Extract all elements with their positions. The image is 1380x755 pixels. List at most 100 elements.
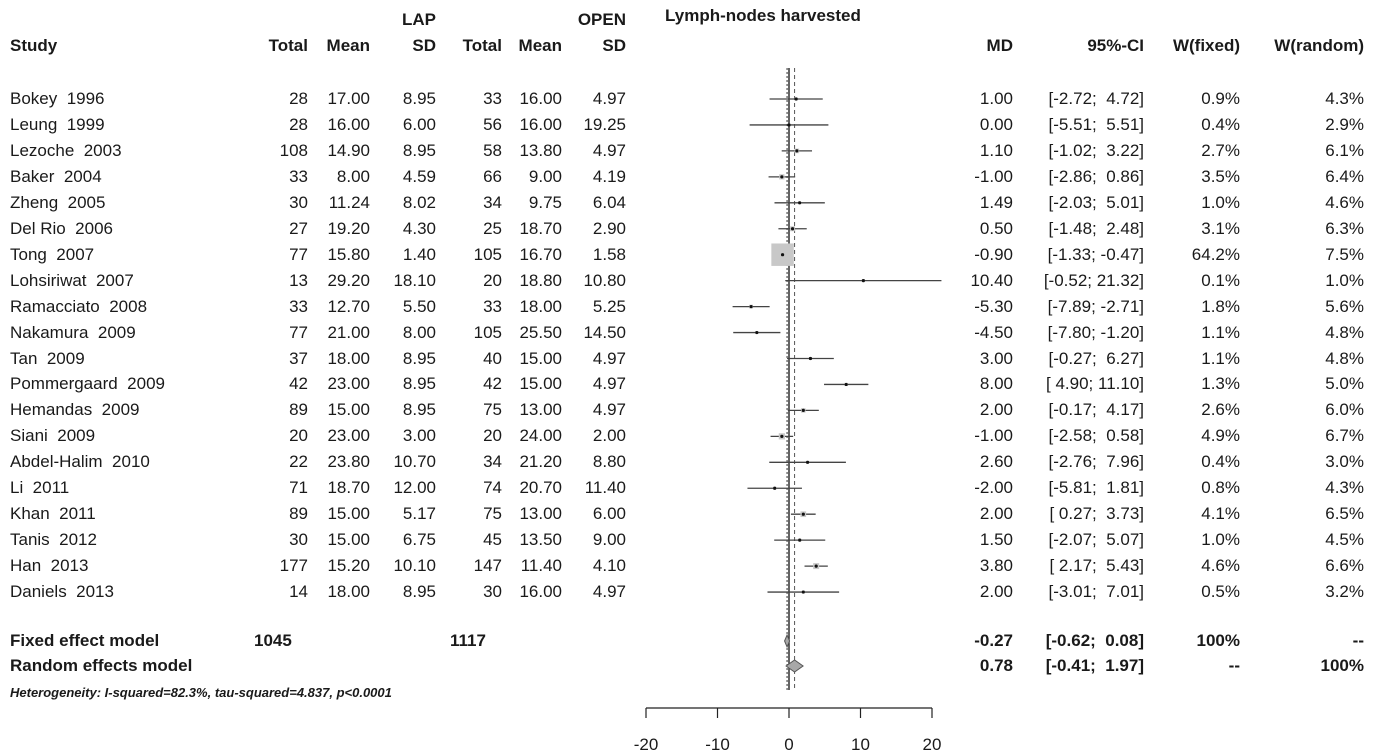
study-study: Ramacciato 2008: [10, 296, 148, 316]
study-open-sd: 10.80: [583, 270, 626, 290]
study-lap-mean: 15.80: [327, 244, 370, 264]
study-open-sd: 2.90: [592, 218, 626, 238]
study-open-total: 45: [483, 530, 502, 550]
summary-lap-total: 1045: [254, 631, 292, 650]
summary-w-fixed: --: [1228, 656, 1240, 675]
study-w-fixed: 0.4%: [1201, 114, 1240, 134]
study-md: 1.49: [979, 192, 1013, 212]
study-study: Lohsiriwat 2007: [10, 270, 134, 290]
study-point-estimate: [798, 201, 802, 205]
study-study: Nakamura 2009: [10, 322, 136, 342]
study-md: -1.00: [974, 426, 1013, 446]
study-lap-mean: 16.00: [327, 114, 370, 134]
study-point-estimate: [844, 382, 848, 387]
study-open-total: 40: [483, 348, 502, 368]
study-point-estimate: [801, 408, 805, 412]
study-w-random: 3.2%: [1325, 582, 1364, 602]
study-open-total: 66: [483, 166, 502, 186]
study-study: Li 2011: [10, 478, 70, 498]
study-lap-sd: 12.00: [393, 478, 436, 498]
study-lap-mean: 11.24: [328, 192, 370, 212]
study-lap-mean: 18.70: [327, 478, 370, 498]
study-md: -5.30: [974, 296, 1013, 316]
study-ci: [-1.33; -0.47]: [1047, 244, 1144, 264]
study-lap-mean: 23.80: [327, 452, 370, 472]
study-w-fixed: 2.6%: [1201, 400, 1240, 420]
study-md: 2.60: [979, 452, 1013, 472]
study-study: Khan 2011: [10, 504, 96, 524]
study-lap-mean: 15.00: [327, 400, 370, 420]
study-lap-mean: 23.00: [327, 426, 370, 446]
study-open-total: 34: [483, 192, 502, 212]
study-lap-sd: 4.30: [402, 218, 436, 238]
study-lap-sd: 3.00: [402, 426, 436, 446]
study-lap-total: 22: [289, 452, 308, 472]
study-w-random: 4.8%: [1325, 322, 1364, 342]
study-open-sd: 11.40: [584, 478, 626, 498]
study-md: 3.80: [979, 556, 1013, 576]
study-md: 0.50: [979, 218, 1013, 238]
study-lap-total: 33: [289, 166, 308, 186]
study-w-fixed: 2.7%: [1201, 140, 1240, 160]
study-open-sd: 4.97: [592, 374, 626, 394]
study-md: 1.10: [979, 140, 1013, 160]
study-md: 2.00: [979, 504, 1013, 524]
study-lap-mean: 29.20: [327, 270, 370, 290]
study-point-estimate: [787, 123, 791, 127]
study-w-random: 7.5%: [1325, 244, 1364, 264]
study-lap-total: 37: [289, 348, 308, 368]
x-axis-tick-label: 20: [923, 735, 942, 754]
study-open-sd: 4.97: [592, 348, 626, 368]
study-lap-total: 77: [289, 322, 308, 342]
study-w-random: 1.0%: [1325, 270, 1364, 290]
x-axis-tick-label: 10: [851, 735, 870, 754]
study-open-mean: 24.00: [519, 426, 562, 446]
study-study: Siani 2009: [10, 426, 96, 446]
study-md: 0.00: [979, 114, 1013, 134]
study-w-fixed: 0.8%: [1201, 478, 1240, 498]
study-w-random: 6.0%: [1325, 400, 1364, 420]
study-lap-sd: 6.00: [402, 114, 436, 134]
header-w-random: W(random): [1274, 36, 1364, 55]
study-open-total: 147: [473, 556, 502, 576]
study-w-random: 6.1%: [1325, 140, 1364, 160]
study-open-total: 105: [473, 244, 502, 264]
x-axis-tick-label: 0: [784, 735, 793, 754]
study-study: Bokey 1996: [10, 89, 105, 108]
study-point-estimate: [749, 305, 753, 309]
study-w-fixed: 0.4%: [1201, 452, 1240, 472]
study-ci: [-2.58; 0.58]: [1048, 426, 1144, 446]
study-point-estimate: [755, 330, 759, 335]
study-open-mean: 25.50: [519, 322, 562, 342]
study-lap-mean: 12.70: [327, 296, 370, 316]
study-lap-mean: 18.00: [327, 348, 370, 368]
study-open-sd: 4.97: [592, 140, 626, 160]
study-w-fixed: 1.0%: [1201, 192, 1240, 212]
study-lap-sd: 5.17: [402, 504, 436, 524]
study-lap-sd: 8.95: [402, 374, 436, 394]
study-open-sd: 9.00: [592, 530, 626, 550]
study-lap-total: 13: [289, 270, 308, 290]
study-lap-sd: 1.40: [402, 244, 436, 264]
study-w-fixed: 1.8%: [1201, 296, 1240, 316]
study-lap-total: 177: [279, 556, 308, 576]
study-open-total: 34: [483, 452, 502, 472]
study-md: 1.00: [979, 89, 1013, 108]
study-md: 8.00: [979, 374, 1013, 394]
study-lap-sd: 10.70: [393, 452, 436, 472]
study-ci: [ 2.17; 5.43]: [1049, 556, 1144, 576]
study-w-random: 6.3%: [1325, 218, 1364, 238]
study-w-fixed: 1.1%: [1201, 322, 1240, 342]
study-lap-total: 42: [289, 374, 308, 394]
study-ci: [-1.48; 2.48]: [1048, 218, 1144, 238]
study-w-random: 4.5%: [1325, 530, 1364, 550]
study-lap-total: 14: [289, 582, 308, 602]
header-md: MD: [986, 36, 1013, 55]
study-md: -2.00: [974, 478, 1013, 498]
study-md: 1.50: [979, 530, 1013, 550]
header-study: Study: [10, 36, 58, 55]
study-study: Han 2013: [10, 556, 89, 576]
study-ci: [-2.86; 0.86]: [1048, 166, 1144, 186]
header-lap-mean: Mean: [326, 36, 370, 55]
